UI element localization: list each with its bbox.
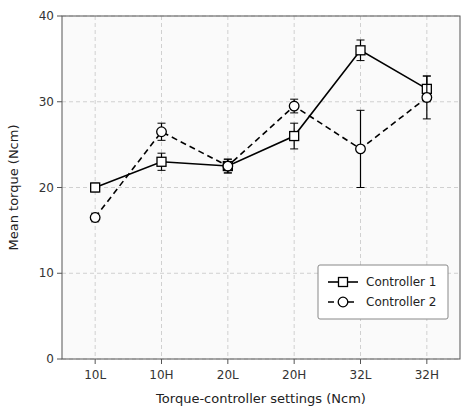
y-tick-label: 10 [39, 266, 54, 280]
error-bar-cap [357, 60, 365, 61]
error-bar-cap [224, 172, 232, 173]
error-bar-cap [290, 99, 298, 100]
x-grid-line [227, 16, 228, 359]
error-bar [224, 159, 232, 173]
x-tick [294, 359, 295, 364]
error-bar-cap [224, 159, 232, 160]
point [223, 162, 232, 171]
y-tick [57, 16, 62, 17]
point [91, 183, 100, 192]
x-tick [426, 359, 427, 364]
error-bar-cap [158, 140, 166, 141]
legend-label: Controller 1 [366, 275, 436, 289]
legend-marker [338, 297, 348, 307]
error-bar-cap [290, 148, 298, 149]
chart: 0 10 20 30 40 10L 10H 20L 20H 32L 32H Torque-contro… [0, 0, 474, 417]
x-tick-label: 10L [84, 368, 106, 382]
y-grid-line [62, 101, 460, 102]
x-tick-label: 32H [415, 368, 439, 382]
error-bar [158, 123, 166, 140]
x-axis-label: Torque-controller settings (Ncm) [155, 391, 366, 406]
error-bar [290, 99, 298, 113]
plot-frame [62, 16, 460, 359]
y-tick-label: 20 [39, 181, 54, 195]
point [422, 93, 432, 103]
x-tick [360, 359, 361, 364]
error-bar-cap [357, 187, 365, 188]
y-grid-line [62, 187, 460, 188]
error-bar-cap [423, 76, 431, 77]
error-bar-cap [357, 110, 365, 111]
series-line [95, 50, 427, 187]
x-tick [95, 359, 96, 364]
point [289, 101, 299, 111]
data-layer [90, 40, 431, 222]
error-bar-cap [290, 112, 298, 113]
series [90, 76, 431, 222]
error-bar [423, 76, 431, 119]
x-tick-label: 20H [282, 368, 306, 382]
error-bar [357, 40, 365, 61]
y-tick-label: 30 [39, 95, 54, 109]
x-grid-line [294, 16, 295, 359]
error-bar-cap [357, 40, 365, 41]
y-tick [57, 273, 62, 274]
x-tick-label: 20L [217, 368, 239, 382]
y-tick-label: 0 [46, 352, 54, 366]
error-bar [290, 123, 298, 149]
error-bar [91, 183, 99, 192]
x-tick-label: 10H [149, 368, 173, 382]
error-bar-cap [423, 118, 431, 119]
y-tick [57, 187, 62, 188]
point [223, 161, 233, 171]
point [90, 213, 100, 223]
legend-label: Controller 2 [366, 295, 436, 309]
error-bar-cap [224, 172, 232, 173]
error-bar [91, 213, 99, 222]
error-bar [224, 159, 232, 173]
series [91, 40, 432, 192]
legend: Controller 1 Controller 2 [318, 265, 448, 319]
point [356, 46, 365, 55]
grid [62, 16, 460, 359]
error-bar-cap [158, 123, 166, 124]
legend-box [318, 265, 448, 319]
point [157, 127, 167, 137]
x-tick [161, 359, 162, 364]
point [356, 144, 366, 154]
error-bar-cap [423, 76, 431, 77]
y-tick [57, 101, 62, 102]
y-axis-label: Mean torque (Ncm) [6, 124, 21, 250]
series-line [95, 97, 427, 217]
x-tick [227, 359, 228, 364]
error-bar-cap [158, 170, 166, 171]
legend-marker [339, 278, 348, 287]
y-tick [57, 359, 62, 360]
error-bar-cap [158, 153, 166, 154]
error-bar-cap [224, 159, 232, 160]
error-bar [158, 153, 166, 170]
point [290, 132, 299, 141]
error-bar [357, 110, 365, 187]
x-grid-line [161, 16, 162, 359]
error-bar-cap [290, 123, 298, 124]
y-tick-label: 40 [39, 9, 54, 23]
point [157, 157, 166, 166]
plot-area [62, 16, 460, 359]
x-tick-label: 32L [350, 368, 372, 382]
